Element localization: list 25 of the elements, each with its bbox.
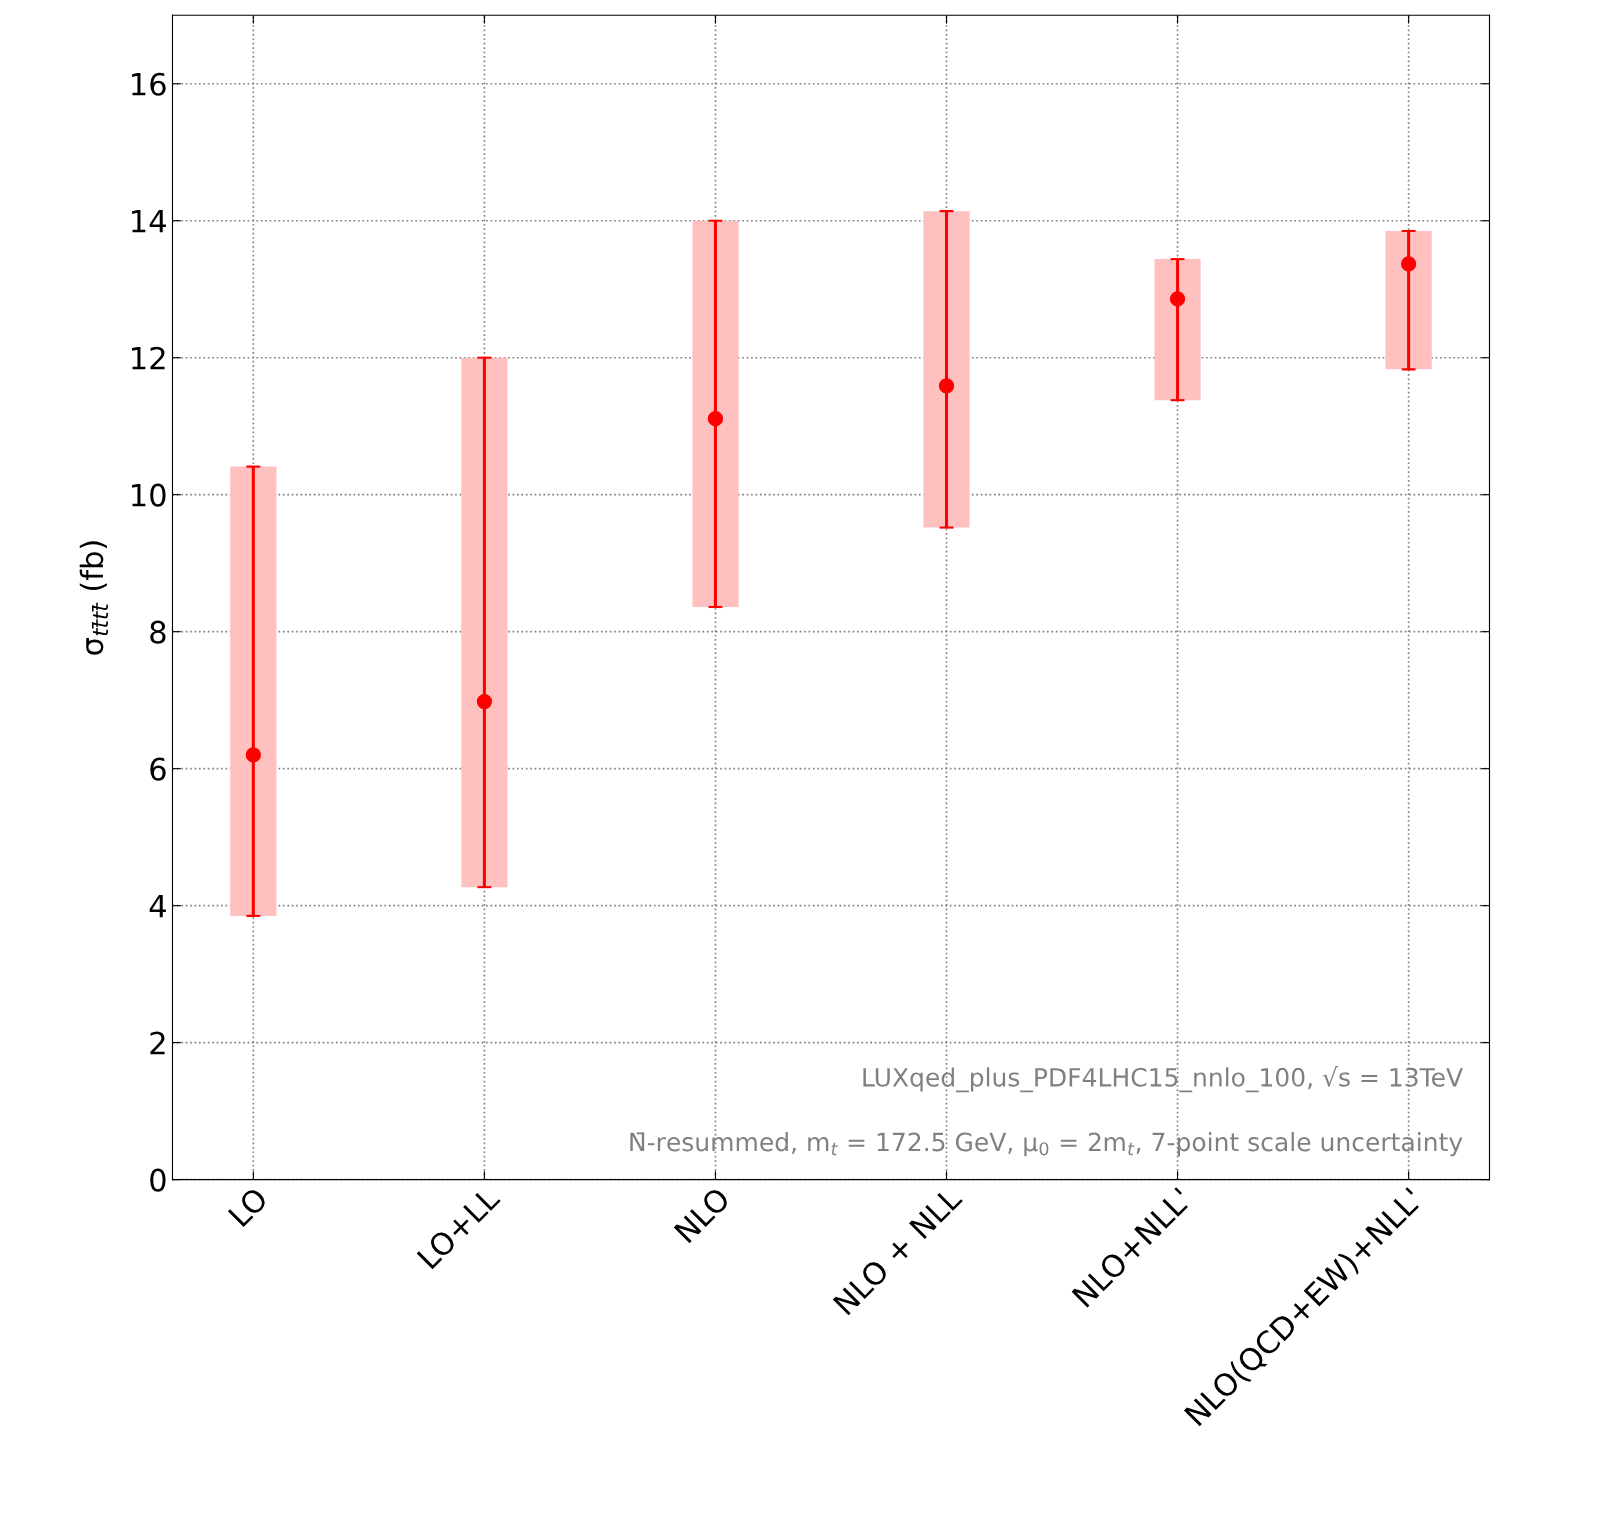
y-tick-label: 0 xyxy=(150,1168,166,1192)
point xyxy=(476,693,493,710)
point xyxy=(1169,291,1186,307)
bar xyxy=(923,211,970,528)
y-tick-label: 6 xyxy=(150,757,166,781)
y-tick-label: 4 xyxy=(149,894,166,918)
y-tick-label: 16 xyxy=(132,72,166,96)
bar xyxy=(230,466,277,916)
y-tick-label: 2 xyxy=(150,1031,165,1055)
x-tick-label: LO xyxy=(227,1186,269,1228)
bar xyxy=(461,357,508,888)
y-tick-label: 12 xyxy=(132,346,165,370)
y-tick-label: 14 xyxy=(132,210,166,233)
point xyxy=(707,411,724,427)
annotation: N̄-resummed, m$_{t}$ = 172.5 GeV, μ$_{0}$ = 2m$_{t}$, 7-point scale uncertainty xyxy=(630,1132,1463,1157)
point xyxy=(1400,256,1417,272)
y-tick-label: 10 xyxy=(132,483,166,507)
point xyxy=(938,378,955,394)
point xyxy=(245,747,261,763)
bar xyxy=(692,220,739,608)
y-tick-label: 8 xyxy=(150,620,166,644)
bar xyxy=(1385,231,1432,370)
y-axis-title: σ$_{tt̄tt̄}$ (fb) xyxy=(79,541,108,655)
annotation: LUXqed_plus_PDF4LHC15_nnlo_100, √s = 13TeV xyxy=(863,1066,1463,1093)
bar xyxy=(1154,259,1201,401)
